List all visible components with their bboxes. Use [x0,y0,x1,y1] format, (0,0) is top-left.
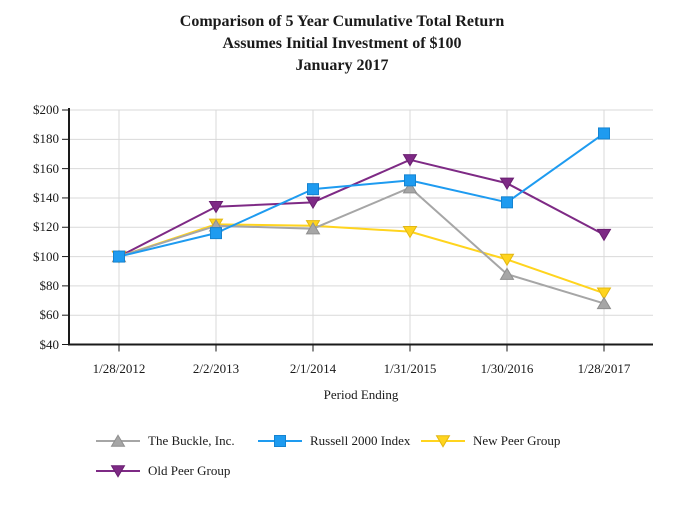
y-tick-label: $120 [33,219,59,235]
x-tick-label: 2/2/2013 [192,361,240,376]
chart-title-line-1: Comparison of 5 Year Cumulative Total Re… [179,13,505,30]
marker-triangle-up [402,180,418,194]
y-tick-label: $60 [39,307,60,323]
marker-square [210,227,222,240]
legend-item-russell-2000-index: Russell 2000 Index [258,433,410,449]
legend-triangle-down-icon [421,435,465,448]
marker-triangle-up [596,296,612,310]
marker-square [404,174,416,187]
legend-label: The Buckle, Inc. [148,433,235,448]
x-tick-label: 2/1/2014 [289,361,337,376]
marker-square [307,183,319,196]
x-axis-title: Period Ending [323,387,399,402]
marker-triangle-down [596,228,612,242]
x-tick-label: 1/31/2015 [383,361,437,376]
legend-triangle-down-icon [96,465,140,478]
chart-title-line-3: January 2017 [295,57,389,74]
marker-triangle-up [305,221,321,235]
chart-title-line-2: Assumes Initial Investment of $100 [222,35,462,52]
marker-triangle-down [208,201,224,214]
series-line-the-buckle-inc- [118,186,605,305]
legend-item-old-peer-group: Old Peer Group [96,463,230,479]
marker-square [598,127,610,140]
marker-triangle-down [499,253,515,267]
y-tick-label: $180 [33,131,59,147]
legend-label: Russell 2000 Index [310,433,411,448]
marker-triangle-down [596,287,612,300]
x-tick-label: 1/30/2016 [480,361,534,376]
marker-triangle-down [305,196,321,210]
series-line-russell-2000-index [118,132,605,258]
x-tick-label: 1/28/2012 [92,361,146,376]
y-tick-label: $80 [39,277,60,293]
marker-square [501,196,513,209]
legend-item-new-peer-group: New Peer Group [421,433,560,449]
marker-triangle-down [499,177,515,191]
y-tick-label: $200 [33,102,59,117]
legend-label: New Peer Group [473,433,561,448]
chart-title: Comparison of 5 Year Cumulative Total Re… [0,11,684,77]
legend-triangle-up-icon [96,434,140,447]
y-tick-label: $40 [39,336,60,352]
legend-item-the-buckle-inc-: The Buckle, Inc. [96,433,235,449]
y-tick-label: $100 [33,248,59,264]
marker-triangle-down [402,154,418,167]
marker-triangle-up [499,267,515,280]
y-tick-label: $160 [33,160,59,176]
x-tick-label: 1/28/2017 [577,361,631,376]
marker-square [113,250,125,263]
legend-label: Old Peer Group [148,463,231,478]
marker-triangle-down [402,225,418,239]
y-tick-label: $140 [33,189,59,205]
legend-square-icon [258,435,302,447]
series-line-new-peer-group [118,223,605,295]
